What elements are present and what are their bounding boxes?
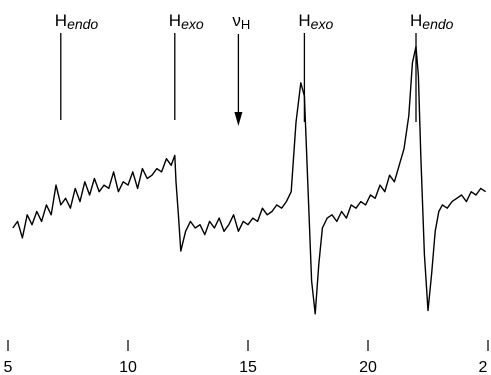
annotation-label: νH [232,11,250,32]
arrow-head-icon [234,112,243,126]
x-tick-label: 10 [119,359,137,375]
annotation-label: Hexo [169,11,204,32]
x-tick-label: 5 [4,359,13,375]
spectrum-trace [12,45,486,315]
peak-annotation: Hendo [410,11,454,122]
peak-annotation: Hexo [298,11,333,122]
peak-annotation: Hexo [169,11,204,120]
annotations-layer: Hendo Hexo νH Hexo Hendo [55,11,454,126]
peak-annotation: νH [232,11,250,126]
annotation-label: Hexo [298,11,333,32]
x-tick-label: 20 [359,359,377,375]
annotation-label: Hendo [410,11,454,32]
x-tick-label: 15 [239,359,257,375]
x-tick-label: 2 [479,359,488,375]
peak-annotation: Hendo [55,11,99,120]
annotation-label: Hendo [55,11,99,32]
x-axis: 5 10 15 20 2 [4,340,489,375]
